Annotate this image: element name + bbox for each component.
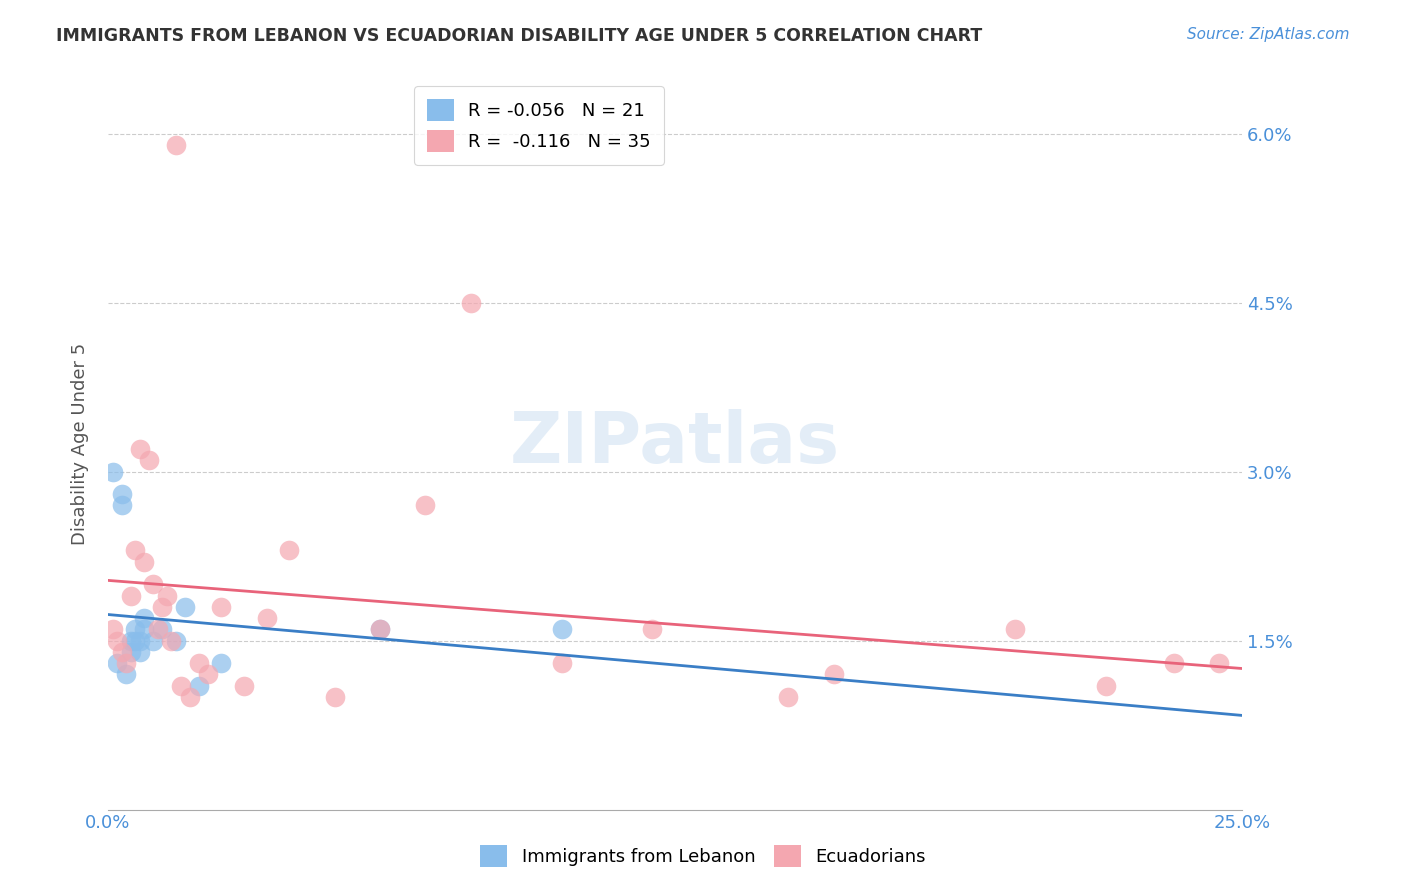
Point	[120, 633, 142, 648]
Point	[209, 599, 232, 614]
Point	[105, 656, 128, 670]
Point	[169, 679, 191, 693]
Point	[165, 138, 187, 153]
Point	[152, 623, 174, 637]
Point	[134, 555, 156, 569]
Point	[460, 295, 482, 310]
Point	[256, 611, 278, 625]
Point	[115, 667, 138, 681]
Point	[165, 633, 187, 648]
Legend: Immigrants from Lebanon, Ecuadorians: Immigrants from Lebanon, Ecuadorians	[474, 838, 932, 874]
Point	[156, 589, 179, 603]
Point	[110, 487, 132, 501]
Text: ZIPatlas: ZIPatlas	[510, 409, 839, 478]
Point	[1163, 656, 1185, 670]
Point	[823, 667, 845, 681]
Legend: R = -0.056   N = 21, R =  -0.116   N = 35: R = -0.056 N = 21, R = -0.116 N = 35	[415, 87, 664, 165]
Point	[187, 679, 209, 693]
Point	[128, 442, 150, 456]
Point	[101, 623, 124, 637]
Point	[368, 623, 391, 637]
Point	[134, 623, 156, 637]
Point	[233, 679, 256, 693]
Point	[160, 633, 183, 648]
Point	[323, 690, 346, 704]
Point	[134, 611, 156, 625]
Point	[415, 499, 437, 513]
Point	[368, 623, 391, 637]
Point	[197, 667, 219, 681]
Point	[152, 599, 174, 614]
Point	[128, 633, 150, 648]
Point	[120, 589, 142, 603]
Point	[101, 465, 124, 479]
Text: IMMIGRANTS FROM LEBANON VS ECUADORIAN DISABILITY AGE UNDER 5 CORRELATION CHART: IMMIGRANTS FROM LEBANON VS ECUADORIAN DI…	[56, 27, 983, 45]
Point	[1094, 679, 1116, 693]
Point	[550, 623, 572, 637]
Point	[128, 645, 150, 659]
Y-axis label: Disability Age Under 5: Disability Age Under 5	[72, 343, 89, 545]
Point	[174, 599, 197, 614]
Point	[124, 633, 146, 648]
Point	[641, 623, 664, 637]
Point	[124, 623, 146, 637]
Text: Source: ZipAtlas.com: Source: ZipAtlas.com	[1187, 27, 1350, 42]
Point	[778, 690, 800, 704]
Point	[105, 633, 128, 648]
Point	[142, 633, 165, 648]
Point	[146, 623, 169, 637]
Point	[209, 656, 232, 670]
Point	[179, 690, 201, 704]
Point	[187, 656, 209, 670]
Point	[110, 499, 132, 513]
Point	[124, 543, 146, 558]
Point	[550, 656, 572, 670]
Point	[115, 656, 138, 670]
Point	[1004, 623, 1026, 637]
Point	[120, 645, 142, 659]
Point	[278, 543, 301, 558]
Point	[110, 645, 132, 659]
Point	[142, 577, 165, 591]
Point	[138, 453, 160, 467]
Point	[1208, 656, 1230, 670]
